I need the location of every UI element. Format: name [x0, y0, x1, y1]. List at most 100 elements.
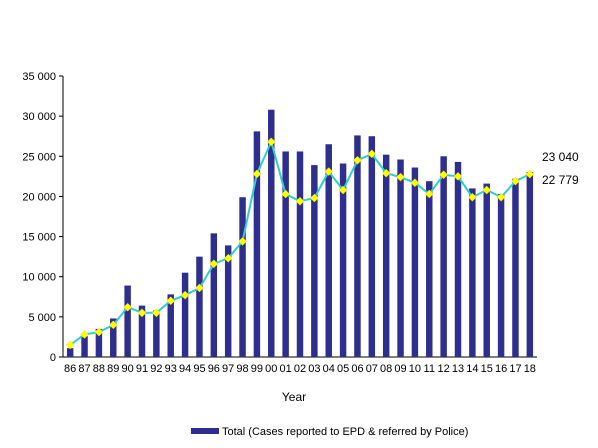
x-tick-label: 93: [165, 363, 177, 375]
x-tick-label: 92: [150, 363, 162, 375]
x-tick-label: 95: [193, 363, 205, 375]
y-tick-label: 5 000: [28, 312, 56, 324]
line-marker: [195, 283, 204, 293]
line-marker: [496, 192, 506, 202]
bar: [368, 136, 376, 357]
bar: [239, 197, 246, 357]
line-marker: [367, 149, 377, 159]
bar: [397, 159, 404, 357]
bar: [124, 285, 131, 357]
bar: [196, 256, 203, 357]
line-marker: [266, 137, 276, 147]
line-marker: [468, 192, 477, 202]
y-tick-label: 30 000: [22, 111, 56, 123]
x-axis: 86 87 88 89 90 91 92 93 94 95 96 97 98 99 00 01 02 03 04 05…: [63, 356, 537, 375]
line-markers: [65, 137, 535, 350]
x-tick-label: 07: [366, 363, 378, 375]
line-marker: [439, 170, 448, 180]
line-marker: [424, 189, 434, 199]
legend: Total (Cases reported to EPD & referred …: [191, 426, 468, 438]
bar: [66, 348, 74, 357]
bar: [354, 135, 361, 357]
bar: [296, 151, 304, 357]
line-marker: [180, 290, 190, 300]
x-tick-label: 99: [251, 363, 263, 375]
line-marker: [281, 189, 290, 199]
bar-series: [66, 109, 534, 357]
y-tick-label: 25 000: [22, 151, 56, 163]
line-marker: [525, 169, 535, 179]
x-tick-label: 10: [409, 363, 421, 375]
bar: [426, 181, 433, 357]
legend-label: Total (Cases reported to EPD & referred …: [222, 426, 468, 438]
bar: [224, 245, 232, 357]
bar: [181, 272, 189, 357]
line-marker: [338, 185, 348, 195]
line-marker: [453, 172, 463, 181]
bar: [282, 151, 289, 357]
y-tick-label: 15 000: [22, 232, 56, 244]
x-tick-label: 00: [265, 363, 277, 375]
bar: [138, 305, 146, 357]
line-marker: [166, 296, 176, 306]
bar: [440, 156, 447, 357]
bar: [81, 336, 88, 357]
x-tick-label: 87: [78, 363, 90, 375]
line-marker: [482, 185, 492, 195]
line-marker: [94, 327, 104, 337]
line-marker: [353, 155, 362, 165]
x-tick-label: 16: [495, 363, 507, 375]
line-marker: [108, 320, 118, 330]
x-tick-label: 02: [294, 363, 306, 375]
x-tick-label: 89: [107, 363, 119, 375]
y-axis: 0 5 000 10 000 15 000 20 000 25 000 30 000 35 0…: [22, 71, 64, 364]
x-tick-label: 94: [179, 363, 191, 375]
x-tick-label: 11: [424, 363, 435, 375]
bar: [339, 163, 347, 357]
bar: [268, 109, 275, 357]
bar: [411, 167, 419, 357]
line-marker: [137, 308, 147, 318]
x-tick-label: 90: [122, 363, 134, 375]
line-marker: [80, 330, 89, 339]
line-marker: [381, 168, 391, 178]
line-marker: [123, 302, 132, 312]
bar: [483, 183, 490, 357]
x-tick-label: 06: [351, 363, 363, 375]
bar: [110, 318, 117, 357]
bar: [454, 161, 462, 357]
x-tick-label: 17: [509, 363, 521, 375]
annotation-line-last: 22 779: [542, 173, 579, 187]
line-marker: [324, 167, 334, 176]
line-marker: [310, 193, 319, 203]
y-tick-label: 35 000: [22, 71, 56, 83]
line-marker: [410, 178, 420, 188]
bar: [526, 172, 534, 357]
x-tick-label: 04: [323, 363, 335, 375]
line-marker: [223, 253, 233, 263]
line-marker: [65, 340, 75, 350]
x-tick-label: 05: [337, 363, 349, 375]
bar: [497, 194, 505, 357]
bar: [325, 144, 332, 357]
line-marker: [209, 259, 219, 269]
bar: [382, 154, 390, 357]
bar: [167, 294, 174, 357]
bar: [253, 131, 261, 357]
x-tick-label: 88: [93, 363, 105, 375]
y-tick-label: 0: [50, 352, 56, 364]
x-tick-label: 96: [208, 363, 220, 375]
line-marker: [396, 172, 405, 182]
bar: [469, 188, 476, 357]
bar: [153, 310, 160, 357]
line-marker: [295, 196, 305, 206]
line-marker: [238, 237, 247, 246]
annotation-bar-last: 23 040: [542, 150, 579, 164]
x-tick-label: 91: [136, 363, 148, 375]
x-tick-label: 09: [394, 363, 406, 375]
x-axis-label: Year: [282, 390, 306, 404]
x-tick-label: 18: [524, 363, 536, 375]
x-tick-label: 01: [280, 363, 292, 375]
y-tick-label: 10 000: [22, 272, 56, 284]
